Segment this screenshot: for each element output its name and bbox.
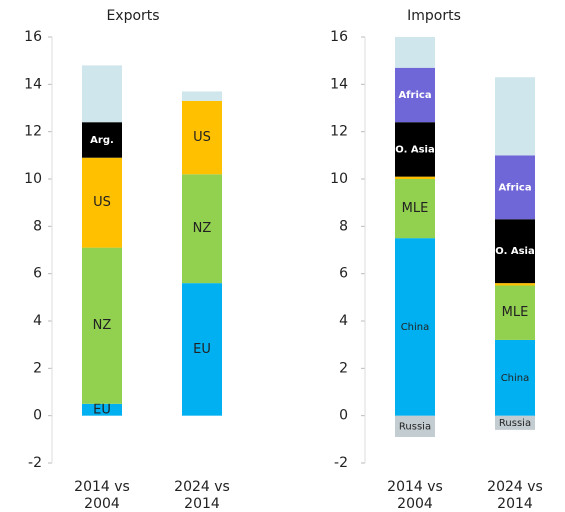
segment-label: Russia <box>499 418 531 429</box>
bar-segment <box>82 403 122 416</box>
x-tick-label: 2014 vs 2004 <box>387 479 443 512</box>
bar-segment <box>82 157 122 248</box>
segment-label: O. Asia <box>495 246 534 257</box>
bar-segment <box>395 122 435 177</box>
segment-label: China <box>401 322 430 333</box>
y-tick-label: 12 <box>330 124 348 140</box>
segment-label: O. Asia <box>395 144 434 155</box>
y-tick-label: 14 <box>24 76 42 92</box>
chart-title: Exports <box>106 8 159 24</box>
segment-label: Arg. <box>90 135 114 146</box>
y-tick-label: 10 <box>330 171 348 187</box>
y-tick-label: 2 <box>33 360 42 376</box>
segment-label: Africa <box>498 182 531 193</box>
chart-title: Imports <box>407 8 461 24</box>
y-tick-label: 4 <box>33 313 42 329</box>
y-tick-label: 12 <box>24 124 42 140</box>
y-tick-label: 8 <box>33 218 42 234</box>
bar-segment <box>182 100 222 175</box>
bar-segment <box>495 415 535 430</box>
x-tick-label: 2014 vs 2004 <box>74 479 130 512</box>
x-tick-label: 2024 vs 2014 <box>487 479 543 512</box>
y-tick-label: -2 <box>334 455 348 471</box>
bar-segment <box>495 155 535 220</box>
y-tick-label: 6 <box>339 266 348 282</box>
bar-segment <box>82 122 122 158</box>
segment-label: EU <box>193 342 211 357</box>
y-tick-label: 0 <box>339 408 348 424</box>
bar-segment <box>395 67 435 123</box>
segment-label: MLE <box>502 305 529 320</box>
bar-segment <box>395 238 435 416</box>
y-tick-label: 4 <box>339 313 348 329</box>
y-tick-label: 0 <box>33 408 42 424</box>
bar-segment <box>82 247 122 404</box>
y-tick-label: 16 <box>24 29 42 45</box>
x-tick-label: 2024 vs 2014 <box>174 479 230 512</box>
bar-segment <box>395 415 435 437</box>
y-tick-label: 8 <box>339 218 348 234</box>
segment-label: MLE <box>402 201 429 216</box>
bar-segment <box>495 283 535 286</box>
bar-segment <box>495 285 535 340</box>
y-tick-label: 2 <box>339 360 348 376</box>
bar-segment <box>495 339 535 416</box>
bar-segment <box>495 219 535 284</box>
segment-label: EU <box>93 402 111 417</box>
y-tick-label: -2 <box>28 455 42 471</box>
segment-label: US <box>193 130 211 145</box>
bar-segment <box>495 77 535 156</box>
segment-label: China <box>501 373 530 384</box>
bar-segment <box>395 176 435 179</box>
segment-label: Africa <box>398 90 431 101</box>
bar-segment <box>82 65 122 123</box>
bar-segment <box>182 283 222 416</box>
y-tick-label: 14 <box>330 76 348 92</box>
bar-segment <box>182 174 222 284</box>
y-tick-label: 10 <box>24 171 42 187</box>
segment-label: US <box>93 195 111 210</box>
segment-label: NZ <box>193 221 212 236</box>
bar-segment <box>395 37 435 68</box>
y-tick-label: 16 <box>330 29 348 45</box>
y-tick-label: 6 <box>33 266 42 282</box>
bar-segment <box>182 91 222 101</box>
segment-label: NZ <box>93 318 112 333</box>
bar-segment <box>395 179 435 239</box>
segment-label: Russia <box>399 421 431 432</box>
